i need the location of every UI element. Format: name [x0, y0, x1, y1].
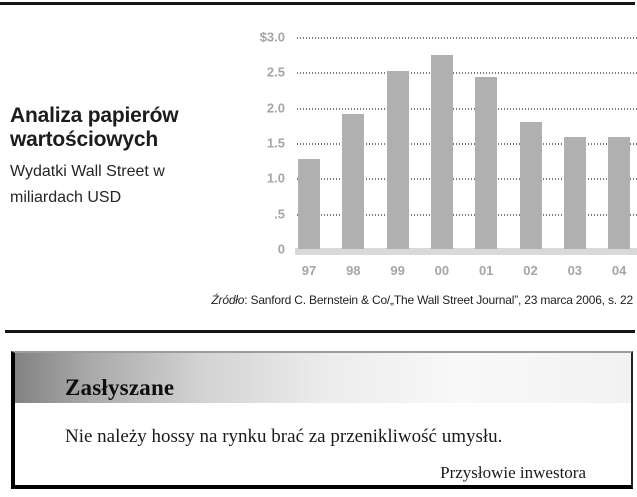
chart-baseline [295, 248, 637, 255]
figure-subtitle: Wydatki Wall Street w miliardach USD [10, 163, 165, 206]
top-divider-rule [0, 2, 635, 5]
figure-caption: Analiza papierów wartościowych Wydatki W… [10, 104, 235, 211]
bar-98 [342, 114, 365, 249]
bar-01 [475, 77, 498, 249]
bar-00 [430, 54, 453, 249]
quote-box: Zasłyszane Nie należy hossy na rynku bra… [11, 351, 633, 489]
y-tick-label: 2.0 [266, 100, 285, 116]
gridline [297, 72, 637, 75]
bar-02 [519, 121, 542, 249]
x-tick-label: 00 [434, 263, 450, 278]
source-text: : Sanford C. Bernstein & Co/„The Wall St… [244, 293, 633, 307]
x-tick-label: 99 [390, 263, 405, 278]
gridline [297, 143, 637, 145]
x-tick-label: 98 [346, 263, 361, 278]
bar-04 [608, 137, 631, 249]
y-tick-label: 2.5 [266, 64, 285, 80]
y-tick-label: 1.0 [266, 170, 285, 186]
y-tick-label: $3.0 [259, 29, 285, 45]
gridline [297, 213, 637, 216]
y-tick-label: 0 [277, 241, 285, 257]
gridline [297, 178, 637, 181]
figure-title: Analiza papierów wartościowych [10, 104, 179, 151]
x-tick-label: 97 [301, 263, 317, 278]
quote-box-header: Zasłyszane [15, 353, 631, 403]
section-divider-rule [5, 330, 635, 333]
x-tick-label: 01 [478, 263, 494, 278]
x-tick-label: 04 [611, 263, 627, 278]
x-tick-label: 03 [567, 263, 583, 278]
gridline [297, 107, 637, 110]
quote-text: Nie należy hossy na rynku brać za przeni… [65, 426, 503, 447]
bar-03 [563, 137, 586, 249]
bar-99 [386, 70, 409, 249]
x-tick-label: 02 [523, 263, 538, 278]
bar-chart: $3.0 2.5 2.0 1.5 1.0 .5 0 97 98 99 00 01 02 03 04 [259, 29, 637, 278]
gridline [297, 37, 637, 39]
source-note: Źródło: Sanford C. Bernstein & Co/„The W… [211, 293, 633, 307]
y-tick-label: 1.5 [266, 135, 285, 151]
bar-97 [298, 159, 320, 249]
quote-box-title: Zasłyszane [65, 375, 175, 400]
source-label: Źródło [211, 293, 245, 307]
quote-attribution: Przysłowie inwestora [440, 463, 586, 482]
y-tick-label: .5 [274, 206, 285, 222]
